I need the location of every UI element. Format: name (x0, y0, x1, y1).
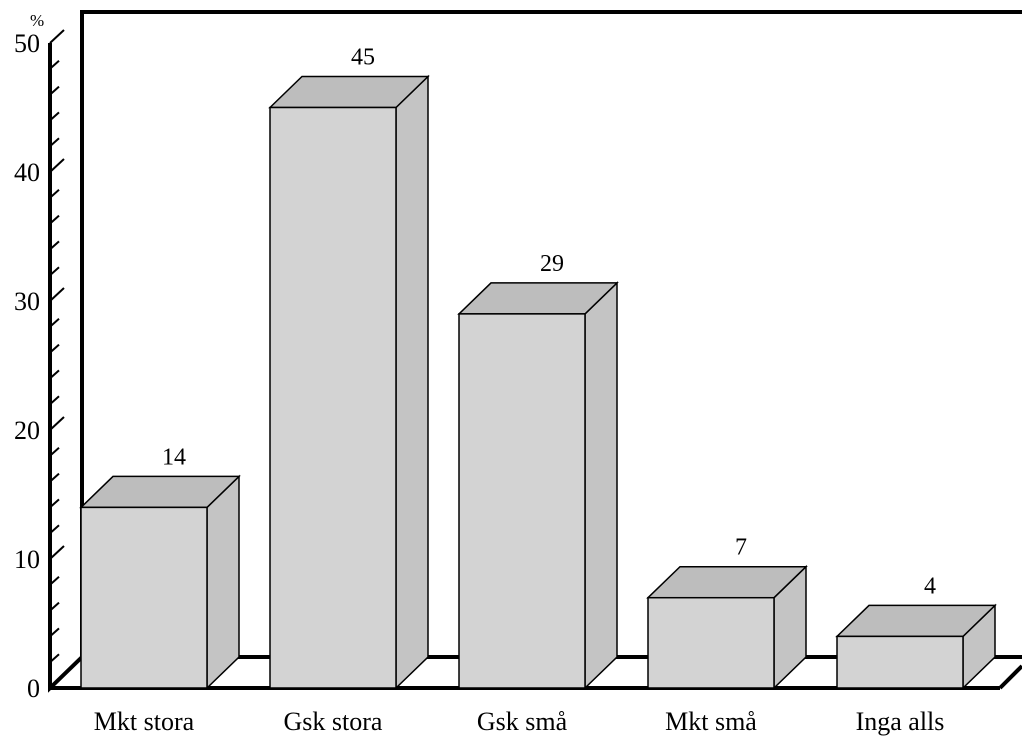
bar-front-face (836, 635, 964, 689)
y-axis-minor-tick (49, 343, 60, 354)
y-axis-minor-tick (49, 318, 60, 328)
bar (646, 564, 808, 690)
bar-side-face (206, 474, 240, 690)
y-tick-label: 20 (14, 416, 40, 445)
bar (268, 74, 430, 690)
y-axis-minor-tick (49, 576, 60, 586)
y-axis-minor-tick (49, 524, 60, 534)
x-category-label: Mkt stora (94, 707, 195, 736)
bar (835, 603, 997, 690)
y-axis-major-tick (49, 29, 65, 44)
y-axis-ticks: 0 10 20 30 40 50 (14, 29, 65, 703)
y-axis-minor-tick (49, 395, 60, 405)
y-tick-label: 30 (14, 287, 40, 316)
y-axis-unit-label: % (30, 11, 44, 30)
y-axis-minor-tick (49, 653, 60, 663)
y-axis-minor-tick (49, 85, 60, 96)
x-category-label: Gsk stora (284, 707, 383, 736)
y-tick-label: 0 (27, 674, 40, 703)
y-tick-label: 50 (14, 29, 40, 58)
y-axis-minor-tick (49, 447, 60, 457)
y-axis-major-tick (49, 287, 65, 302)
bar-front-face (80, 506, 208, 689)
y-axis-minor-tick (49, 214, 60, 225)
y-axis-minor-tick (49, 601, 60, 612)
bar-side-face (395, 74, 429, 690)
bar-value-label: 14 (162, 444, 186, 470)
x-category-label: Inga alls (856, 707, 945, 736)
y-axis-major-tick (49, 158, 65, 173)
bar-value-label: 4 (924, 573, 936, 599)
y-tick-label: 40 (14, 158, 40, 187)
y-axis-minor-tick (49, 627, 60, 638)
y-axis-major-tick (49, 545, 65, 560)
bar-value-label: 45 (351, 45, 375, 71)
chart-bars (79, 74, 997, 690)
y-axis-minor-tick (49, 498, 60, 509)
chart-labels: 14 Mkt stora 45 Gsk stora 29 Gsk små 7 Mkt små 4… (94, 45, 945, 737)
y-axis-minor-tick (49, 266, 60, 276)
y-axis-minor-tick (49, 472, 60, 483)
floor-right-line (998, 664, 1022, 690)
y-axis-minor-tick (49, 240, 60, 251)
bar (457, 281, 619, 690)
bar (79, 474, 241, 690)
bar-front-face (647, 596, 775, 689)
y-tick-label: 10 (14, 545, 40, 574)
x-category-label: Gsk små (477, 707, 568, 736)
x-category-label: Mkt små (665, 707, 757, 736)
y-axis-major-tick (49, 416, 65, 431)
y-axis-minor-tick (49, 189, 60, 199)
y-axis-minor-tick (49, 111, 60, 122)
y-axis-minor-tick (49, 137, 60, 147)
bar-front-face (458, 313, 586, 689)
y-axis-major-tick (49, 674, 65, 689)
bar-side-face (584, 281, 618, 690)
bar-value-label: 29 (540, 251, 564, 277)
bar-front-face (269, 106, 397, 689)
bar-value-label: 7 (735, 535, 747, 561)
y-axis-minor-tick (49, 369, 60, 380)
y-axis-minor-tick (49, 60, 60, 70)
